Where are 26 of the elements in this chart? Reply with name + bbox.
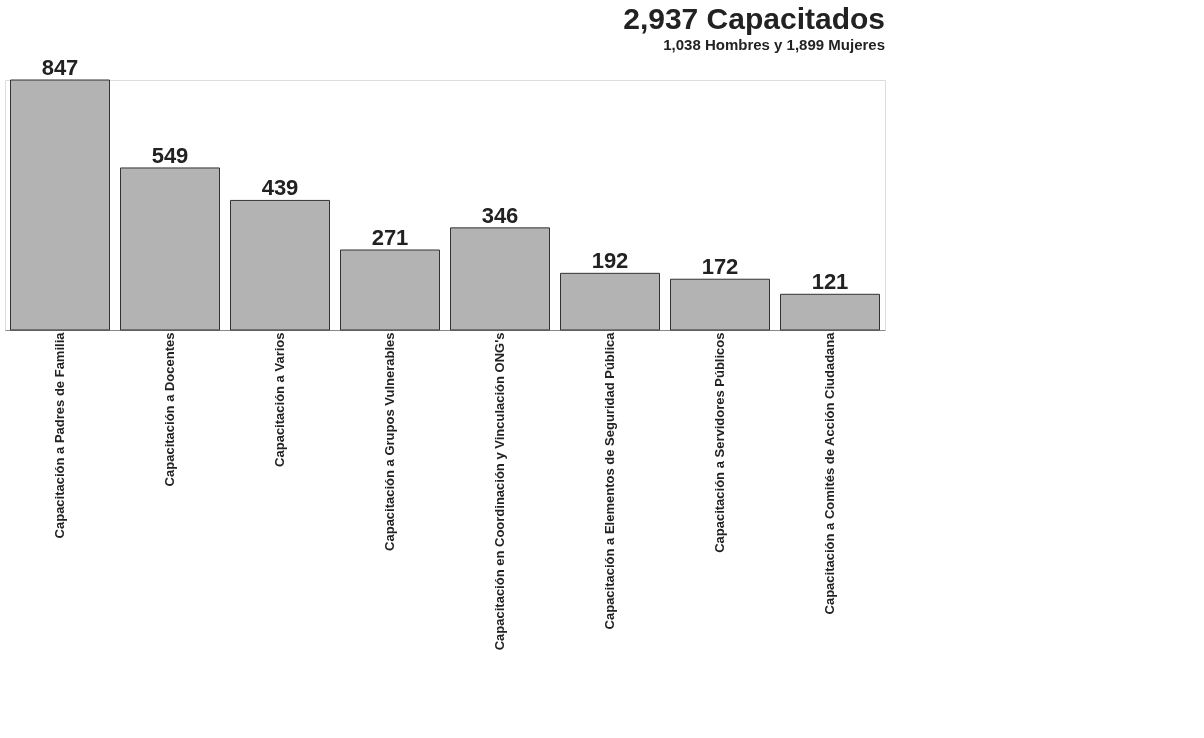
data-label: 439 [261, 175, 299, 201]
x-tick-label: Capacitación a Docentes [162, 332, 177, 487]
x-tick-label: Capacitación a Varios [272, 332, 287, 467]
x-tick-label: Capacitación a Grupos Vulnerables [382, 332, 397, 551]
bar [10, 79, 110, 331]
x-tick-label: Capacitación a Servidores Públicos [712, 332, 727, 553]
x-tick-label: Capacitación a Padres de Familia [52, 331, 67, 539]
bar [670, 278, 770, 331]
data-label: 847 [41, 55, 79, 80]
chart-subtitle: 1,038 Hombres y 1,899 Mujeres [663, 36, 885, 53]
bar [230, 199, 330, 331]
bar [340, 249, 440, 331]
bar [780, 293, 880, 331]
data-label: 172 [701, 254, 739, 280]
bar [120, 167, 220, 331]
data-label: 121 [811, 269, 849, 295]
bar [450, 227, 550, 331]
data-label: 192 [591, 248, 629, 274]
x-tick-label: Capacitación a Elementos de Seguridad Pública [602, 331, 617, 630]
x-tick-label: Capacitación a Comités de Acción Ciudadana [822, 331, 837, 615]
bar [560, 272, 660, 331]
data-label: 271 [371, 225, 409, 251]
chart-title: 2,937 Capacitados [623, 2, 885, 35]
x-tick-label: Capacitación en Coordinación y Vinculación ONG's [492, 332, 507, 651]
data-label: 549 [151, 142, 189, 168]
data-label: 346 [481, 202, 519, 228]
